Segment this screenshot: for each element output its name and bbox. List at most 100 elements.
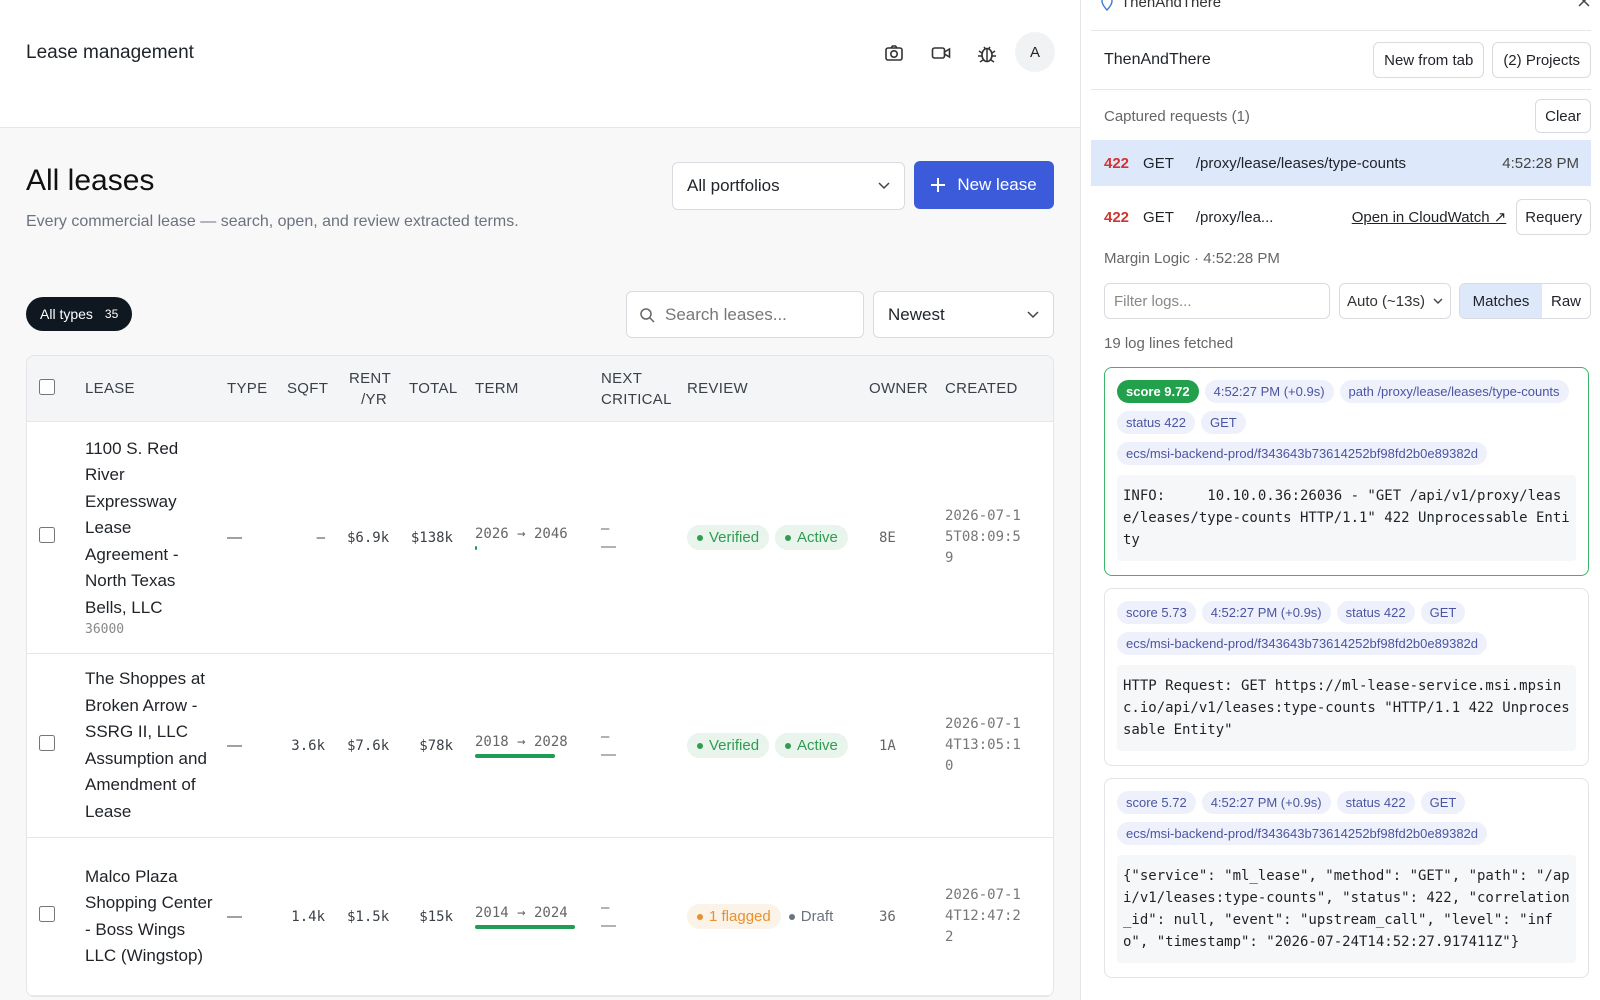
- next-critical-value: —: [601, 916, 616, 934]
- request-method: GET: [1143, 154, 1174, 172]
- sqft-cell: 3.6k: [291, 737, 325, 754]
- type-chip-label: All types: [40, 306, 93, 322]
- row-checkbox-cell: [27, 906, 79, 927]
- select-all-checkbox[interactable]: [39, 379, 55, 395]
- created-cell: 2026-07-14T12:47:22: [945, 887, 1021, 945]
- projects-button[interactable]: (2) Projects: [1492, 42, 1591, 78]
- row-checkbox-cell: [27, 735, 79, 756]
- owner-cell: 1A: [879, 737, 896, 754]
- row-checkbox[interactable]: [39, 527, 55, 543]
- lease-row: 1100 S. Red River Expressway Lease Agree…: [27, 422, 1053, 654]
- new-lease-button[interactable]: New lease: [914, 161, 1054, 209]
- cloudwatch-link[interactable]: Open in CloudWatch ↗: [1351, 209, 1507, 226]
- review-cell: Verified Active: [681, 525, 863, 550]
- chevron: [1027, 310, 1039, 318]
- requery-button[interactable]: Requery: [1516, 199, 1591, 235]
- new-from-tab-button[interactable]: New from tab: [1373, 42, 1485, 78]
- lease-name[interactable]: The Shoppes at Broken Arrow - SSRG II, L…: [85, 669, 207, 821]
- auto-refresh-select[interactable]: Auto (~13s): [1339, 283, 1451, 319]
- avatar[interactable]: A: [1015, 32, 1055, 72]
- type-cell: —: [227, 908, 242, 925]
- log-tags: score 5.72 4:52:27 PM (+0.9s) status 422 GE…: [1117, 791, 1576, 853]
- owner-cell: 8E: [879, 529, 896, 546]
- badge-label: Verified: [709, 737, 760, 754]
- sort-select[interactable]: Newest: [873, 291, 1054, 338]
- row-checkbox-cell: [27, 527, 79, 548]
- column-header: TERM: [475, 380, 519, 397]
- captured-label: Captured requests (1): [1104, 107, 1250, 125]
- bug-icon[interactable]: [977, 42, 997, 64]
- term-cell: 2018 → 2028: [469, 734, 595, 758]
- filter-input[interactable]: Filter logs...: [1104, 283, 1330, 319]
- next-critical-cell: – —: [595, 899, 681, 935]
- video-icon[interactable]: [931, 43, 951, 63]
- raw-tab[interactable]: Raw: [1550, 292, 1581, 310]
- term-track: [475, 545, 575, 550]
- log-tag: ecs/msi-backend-prod/f343643b73614252bf9…: [1117, 822, 1488, 845]
- owner-cell: 36: [879, 908, 896, 925]
- badge-dot: [697, 742, 703, 749]
- sort-label: Newest: [888, 304, 945, 324]
- term-progress: [475, 545, 477, 550]
- next-critical-cell: – —: [595, 520, 681, 556]
- sqft-cell: 1.4k: [291, 908, 325, 925]
- badge-dot: [788, 913, 795, 920]
- next-critical-value: –: [601, 898, 610, 916]
- rent-cell: $7.6k: [347, 737, 390, 754]
- close-x: [1578, 0, 1590, 7]
- log-body: {"service": "ml_lease", "method": "GET",…: [1117, 855, 1576, 963]
- term-range: 2018 → 2028: [475, 733, 568, 750]
- log-body: INFO: 10.10.0.36:26036 - "GET /api/v1/pr…: [1117, 475, 1576, 561]
- row-checkbox[interactable]: [39, 906, 55, 922]
- type-chip[interactable]: All types 35: [26, 297, 133, 331]
- row-checkbox[interactable]: [39, 735, 55, 751]
- clear-button[interactable]: Clear: [1535, 99, 1591, 133]
- search-placeholder: Search leases...: [665, 304, 787, 324]
- main-area: Lease management A All leases Every comm…: [0, 0, 1080, 997]
- badge-label: 1 flagged: [709, 908, 771, 925]
- camera-icon[interactable]: [884, 43, 904, 63]
- term-cell: 2014 → 2024: [469, 905, 595, 929]
- top-bar: Lease management A: [0, 0, 1080, 128]
- review-badge: Verified: [687, 525, 770, 550]
- lease-row: Malco Plaza Shopping Center - Boss Wings…: [27, 838, 1053, 996]
- lease-id: 36000: [85, 622, 125, 638]
- lease-name[interactable]: Malco Plaza Shopping Center - Boss Wings…: [85, 866, 213, 966]
- column-header: LEASE: [85, 380, 135, 397]
- log-tag: 4:52:27 PM (+0.9s): [1201, 601, 1331, 624]
- next-critical-value: –: [601, 727, 610, 745]
- column-header: TOTAL: [409, 380, 458, 397]
- portfolio-select[interactable]: All portfolios: [672, 162, 905, 210]
- sqft-cell: –: [316, 529, 325, 546]
- created-cell: 2026-07-15T08:09:59: [945, 508, 1021, 566]
- search-input[interactable]: Search leases...: [626, 291, 864, 338]
- log-tag: status 422: [1336, 791, 1415, 814]
- log-card: score 5.73 4:52:27 PM (+0.9s) status 422 GE…: [1104, 588, 1589, 766]
- detail-method: GET: [1143, 208, 1174, 226]
- lease-name[interactable]: 1100 S. Red River Expressway Lease Agree…: [85, 438, 179, 617]
- term-track: [475, 753, 575, 758]
- term-range: 2014 → 2024: [475, 904, 568, 921]
- log-body: HTTP Request: GET https://ml-lease-servi…: [1117, 665, 1576, 751]
- rent-cell: $6.9k: [347, 529, 390, 546]
- log-tag: GET: [1420, 601, 1466, 624]
- log-tag: GET: [1420, 791, 1466, 814]
- column-header: TYPE: [227, 380, 268, 397]
- close-icon[interactable]: [1577, 0, 1591, 13]
- term-progress: [475, 924, 575, 929]
- fetched-count: 19 log lines fetched: [1104, 335, 1234, 352]
- review-badge: 1 flagged: [687, 904, 781, 929]
- request-row[interactable]: 422 GET/proxy/lease/leases/type-counts 4:5…: [1091, 140, 1591, 186]
- type-count: 35: [104, 307, 119, 321]
- matches-tab[interactable]: Matches: [1460, 284, 1542, 318]
- captured-header: Captured requests (1) Clear: [1104, 98, 1591, 134]
- lease-table: LEASE TYPE SQFT RENT /YR TOTAL TERM NEXT CRITI…: [26, 355, 1054, 997]
- term-progress: [475, 753, 555, 758]
- term-cell: 2026 → 2046: [469, 526, 595, 550]
- badge-label: Active: [797, 737, 838, 754]
- auto-refresh-label: Auto (~13s): [1347, 292, 1425, 310]
- column-header: OWNER: [869, 380, 928, 397]
- plus-icon: [931, 178, 946, 192]
- panel-header: ThenAndThere New from tab (2) Projects: [1091, 30, 1591, 90]
